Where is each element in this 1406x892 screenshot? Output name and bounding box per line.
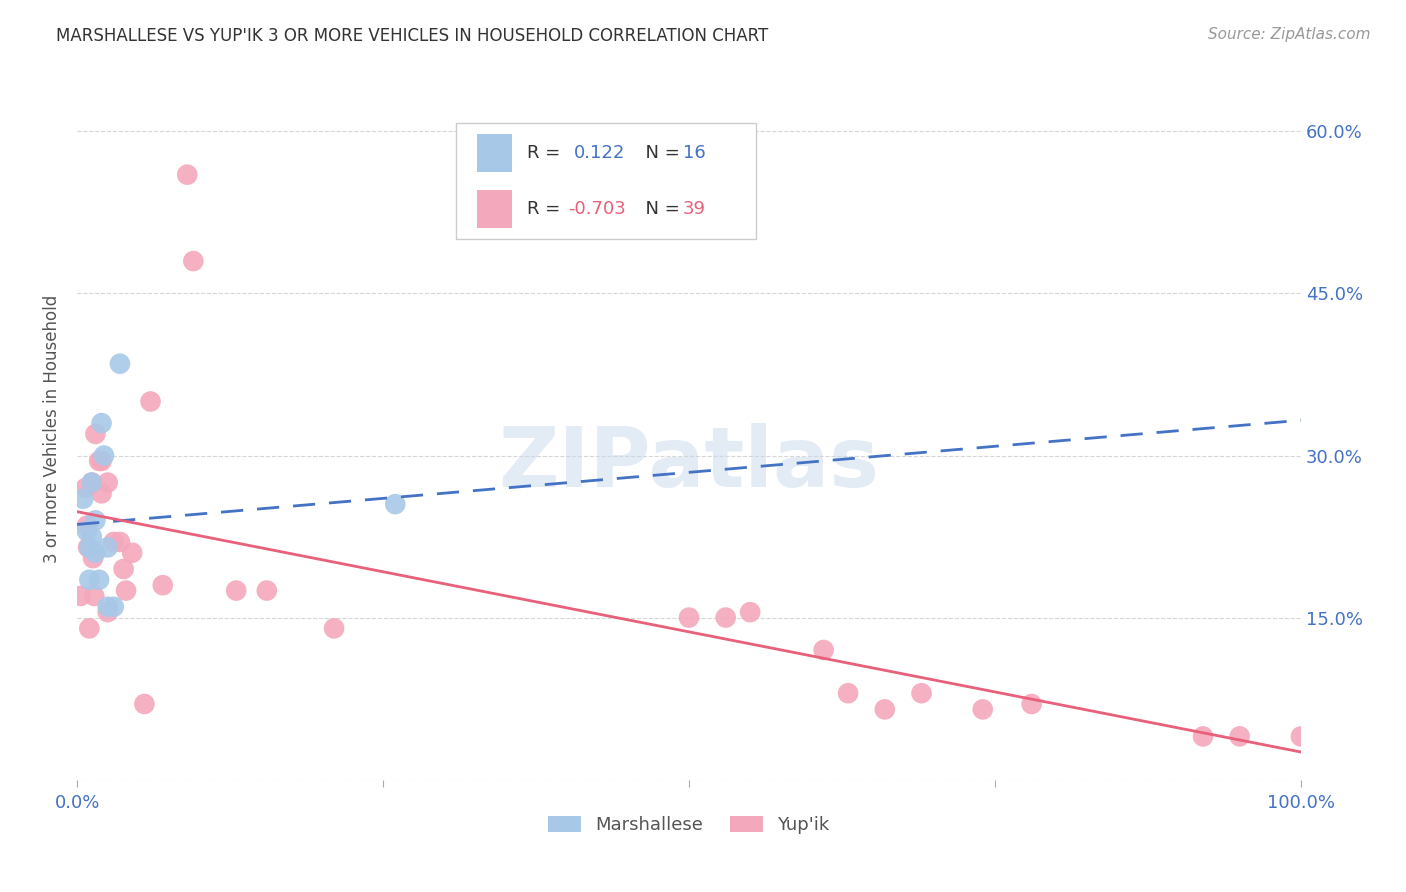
Point xyxy=(1021,697,1043,711)
Point xyxy=(97,475,120,490)
Point xyxy=(97,541,120,555)
Point xyxy=(79,621,101,635)
Point xyxy=(873,702,896,716)
Point xyxy=(1192,730,1215,744)
Point xyxy=(90,454,112,468)
Point xyxy=(84,426,107,441)
Point xyxy=(384,497,406,511)
Point xyxy=(121,546,143,560)
Point xyxy=(910,686,932,700)
Point xyxy=(176,168,198,182)
Point xyxy=(134,697,156,711)
Point xyxy=(80,530,103,544)
Point xyxy=(84,513,107,527)
Point xyxy=(90,486,112,500)
Point xyxy=(75,481,97,495)
Point xyxy=(84,546,107,560)
Point xyxy=(108,535,131,549)
Text: -0.703: -0.703 xyxy=(568,200,626,219)
Text: R =: R = xyxy=(527,144,572,162)
Point xyxy=(80,475,103,490)
Point xyxy=(1289,730,1312,744)
Point xyxy=(225,583,247,598)
Point xyxy=(82,551,104,566)
Text: 0.122: 0.122 xyxy=(574,144,626,162)
Point xyxy=(76,518,98,533)
FancyBboxPatch shape xyxy=(477,190,512,228)
Point xyxy=(678,610,700,624)
Point xyxy=(837,686,859,700)
Point xyxy=(93,449,115,463)
Point xyxy=(108,357,131,371)
Text: Source: ZipAtlas.com: Source: ZipAtlas.com xyxy=(1208,27,1371,42)
Point xyxy=(79,573,101,587)
Y-axis label: 3 or more Vehicles in Household: 3 or more Vehicles in Household xyxy=(44,294,60,563)
Text: N =: N = xyxy=(634,144,685,162)
Point xyxy=(183,254,205,268)
Point xyxy=(972,702,994,716)
Point xyxy=(740,605,762,619)
Point xyxy=(115,583,138,598)
Point xyxy=(72,491,94,506)
Legend: Marshallese, Yup'ik: Marshallese, Yup'ik xyxy=(548,815,830,834)
Point xyxy=(323,621,346,635)
Text: ZIPatlas: ZIPatlas xyxy=(499,423,880,504)
Point xyxy=(256,583,278,598)
Point xyxy=(87,454,110,468)
Text: N =: N = xyxy=(634,200,685,219)
FancyBboxPatch shape xyxy=(477,134,512,172)
Point xyxy=(813,643,835,657)
Point xyxy=(103,599,125,614)
Point xyxy=(97,599,120,614)
FancyBboxPatch shape xyxy=(457,123,756,239)
Text: 39: 39 xyxy=(683,200,706,219)
Point xyxy=(83,589,105,603)
Text: R =: R = xyxy=(527,200,567,219)
Point xyxy=(69,589,91,603)
Point xyxy=(76,524,98,538)
Point xyxy=(87,573,110,587)
Point xyxy=(1229,730,1251,744)
Point xyxy=(77,541,100,555)
Point xyxy=(139,394,162,409)
Point xyxy=(80,475,103,490)
Point xyxy=(97,605,120,619)
Point xyxy=(90,416,112,430)
Point xyxy=(152,578,174,592)
Point xyxy=(112,562,135,576)
Point xyxy=(103,535,125,549)
Point xyxy=(79,541,101,555)
Text: 16: 16 xyxy=(683,144,706,162)
Text: MARSHALLESE VS YUP'IK 3 OR MORE VEHICLES IN HOUSEHOLD CORRELATION CHART: MARSHALLESE VS YUP'IK 3 OR MORE VEHICLES… xyxy=(56,27,769,45)
Point xyxy=(714,610,737,624)
